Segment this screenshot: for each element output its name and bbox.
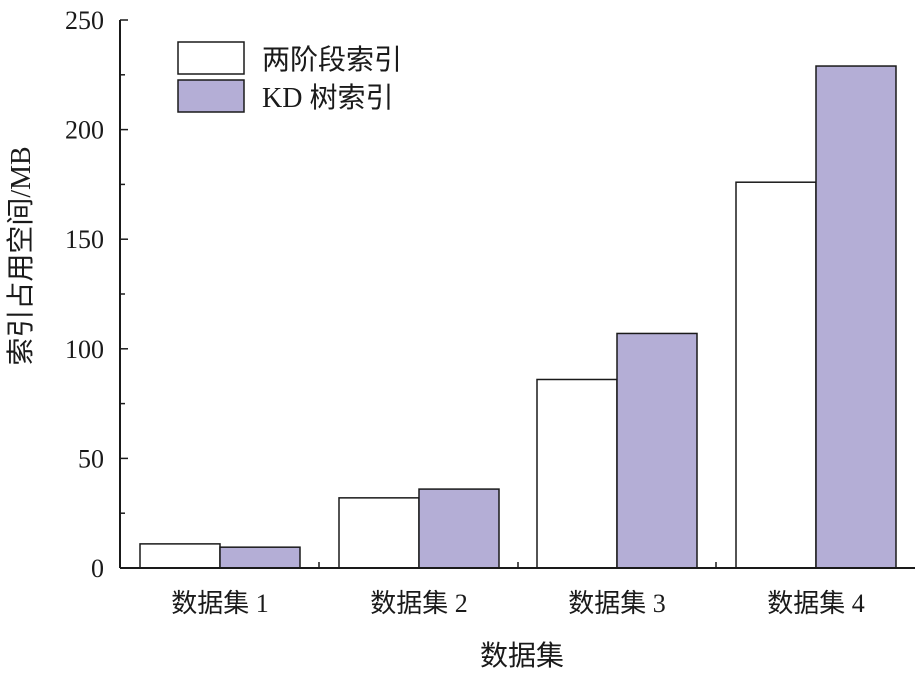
y-ticks-group: 0 50 100 150 200 250 bbox=[65, 6, 128, 583]
y-tick-label: 200 bbox=[65, 116, 104, 145]
y-axis-label: 索引占用空间/MB bbox=[5, 146, 37, 365]
x-axis-label: 数据集 bbox=[480, 640, 564, 672]
bar-series-1-cat-1 bbox=[139, 543, 221, 569]
legend-swatch-series-1 bbox=[177, 41, 245, 75]
x-tick-label: 数据集 1 bbox=[171, 589, 269, 618]
x-tick-label: 数据集 2 bbox=[370, 589, 468, 618]
x-tick-label: 数据集 4 bbox=[767, 589, 865, 618]
legend-label-series-2: KD 树索引 bbox=[262, 82, 393, 114]
bar-series-2-cat-4 bbox=[815, 65, 897, 569]
y-tick-label: 50 bbox=[78, 444, 104, 473]
y-tick-label: 0 bbox=[91, 554, 104, 583]
y-tick-label: 150 bbox=[65, 225, 104, 254]
legend-swatch-series-2 bbox=[177, 79, 245, 113]
legend: 两阶段索引 KD 树索引 bbox=[177, 41, 402, 114]
bar-series-2-cat-1 bbox=[219, 546, 301, 569]
bar-series-1-cat-2 bbox=[338, 497, 420, 569]
y-tick-label: 250 bbox=[65, 6, 104, 35]
x-tick-label: 数据集 3 bbox=[568, 589, 666, 618]
bar-series-1-cat-4 bbox=[735, 181, 817, 569]
x-ticks-group: 数据集 1 数据集 2 数据集 3 数据集 4 bbox=[171, 562, 865, 618]
legend-label-series-1: 两阶段索引 bbox=[262, 44, 402, 76]
bar-series-2-cat-2 bbox=[418, 488, 500, 569]
bar-series-1-cat-3 bbox=[536, 378, 618, 569]
bar-series-2-cat-3 bbox=[616, 332, 698, 569]
bars-group bbox=[139, 65, 897, 569]
y-tick-label: 100 bbox=[65, 335, 104, 364]
